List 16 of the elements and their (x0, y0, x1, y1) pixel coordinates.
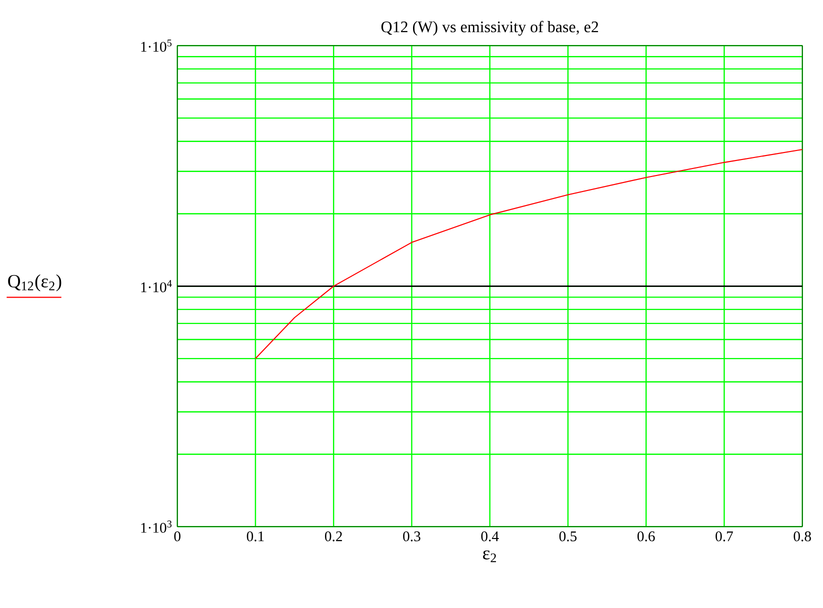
x-tick-label: 0 (174, 531, 180, 542)
x-tick-label: 0.1 (246, 531, 264, 542)
chart-title: Q12 (W) vs emissivity of base, e2 (381, 20, 598, 36)
x-tick-label: 0.4 (481, 531, 499, 542)
x-tick-label: 0.8 (794, 531, 811, 542)
x-tick-label: 0.6 (637, 531, 655, 542)
x-tick-label: 0.2 (324, 531, 342, 542)
x-tick-label: 0.5 (559, 531, 577, 542)
y-tick-label: 1·10$^{4}$ (141, 280, 172, 292)
y-axis-title: Q$_{12}$(ε$_{2}$) (8, 274, 62, 292)
y-tick-label: 1·10$^{5}$ (141, 40, 172, 52)
x-tick-label: 0.7 (716, 531, 733, 542)
x-tick-label: 0.3 (403, 531, 420, 542)
x-axis-title: ε$_{2}$ (483, 550, 496, 562)
y-tick-label: 1·10$^{3}$ (141, 520, 172, 533)
line-series (254, 148, 802, 360)
